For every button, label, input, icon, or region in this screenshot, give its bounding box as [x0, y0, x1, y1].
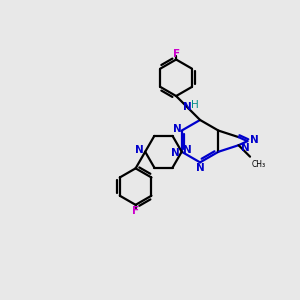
Text: N: N — [196, 163, 204, 173]
Text: F: F — [172, 49, 180, 58]
Text: F: F — [132, 206, 139, 216]
Text: N: N — [183, 145, 192, 155]
Text: H: H — [191, 100, 199, 110]
Text: N: N — [183, 102, 192, 112]
Text: CH₃: CH₃ — [251, 160, 266, 169]
Text: N: N — [135, 145, 144, 155]
Text: N: N — [241, 143, 249, 153]
Text: N: N — [250, 135, 258, 145]
Text: N: N — [172, 124, 182, 134]
Text: N: N — [171, 148, 180, 158]
